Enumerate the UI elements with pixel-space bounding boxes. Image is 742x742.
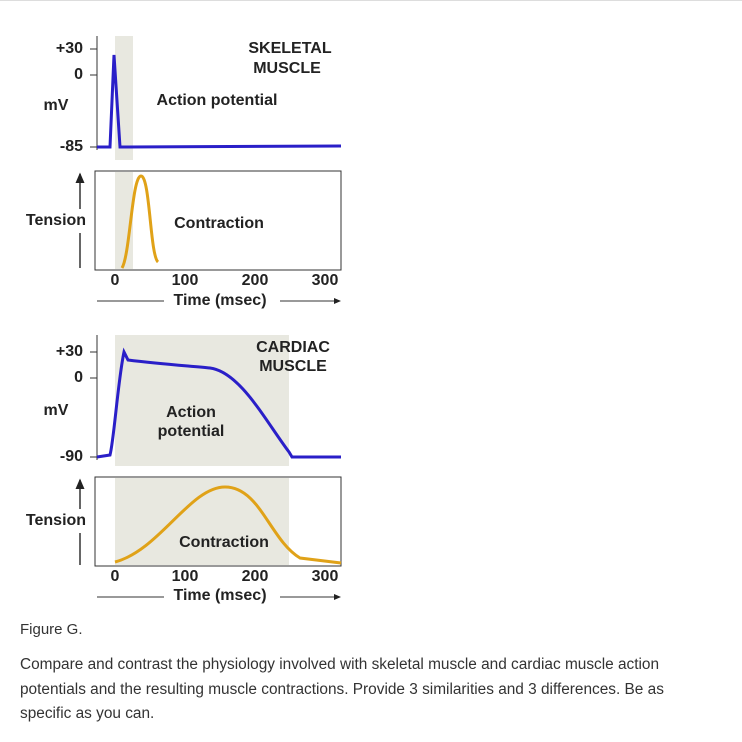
time-tick: 0 — [111, 272, 120, 289]
contraction-label: Contraction — [174, 215, 264, 232]
time-tick: 300 — [312, 272, 339, 289]
label-bg — [20, 509, 90, 533]
mv-label: mV — [44, 402, 69, 419]
divider — [0, 0, 742, 1]
ap-label: Action potential — [157, 92, 278, 109]
time-tick: 300 — [312, 568, 339, 585]
action-potential-curve — [97, 54, 342, 149]
shading — [115, 335, 289, 466]
figure: +30 0 -85 mV SKELETAL MUSCLE Action pote… — [20, 36, 342, 605]
title: SKELETAL — [248, 40, 331, 57]
time-tick: 0 — [111, 568, 120, 585]
cardiac-panel: +30 0 -90 mV CARDIAC MUSCLE Action poten… — [20, 335, 342, 604]
tension-label: Tension — [26, 512, 86, 529]
shading — [115, 478, 289, 565]
time-tick: 200 — [242, 568, 269, 585]
ap-label: potential — [158, 423, 225, 440]
time-tick: 100 — [172, 568, 199, 585]
contraction-label: Contraction — [179, 534, 269, 551]
mv-tick: 0 — [74, 369, 83, 386]
title: MUSCLE — [253, 60, 321, 77]
mv-tick: +30 — [56, 343, 83, 360]
mv-label: mV — [44, 97, 69, 114]
contraction-curve — [120, 174, 160, 269]
mv-tick: 0 — [74, 66, 83, 83]
label-bg — [20, 209, 90, 233]
action-potential-curve — [96, 347, 341, 459]
time-label: Time (msec) — [173, 292, 266, 309]
tension-box — [94, 170, 342, 271]
title: CARDIAC — [256, 339, 330, 356]
caption: Figure G. — [20, 621, 83, 638]
time-tick: 200 — [242, 272, 269, 289]
contraction-curve — [114, 485, 342, 565]
title: MUSCLE — [259, 358, 327, 375]
time-tick: 100 — [172, 272, 199, 289]
tension-label: Tension — [26, 212, 86, 229]
time-label: Time (msec) — [173, 587, 266, 604]
question: Compare and contrast the physiology invo… — [20, 656, 664, 722]
mv-tick: -90 — [60, 448, 83, 465]
mv-tick: -85 — [60, 138, 83, 155]
skeletal-panel: +30 0 -85 mV SKELETAL MUSCLE Action pote… — [20, 36, 342, 309]
ap-label: Action — [166, 404, 216, 421]
mv-tick: +30 — [56, 40, 83, 57]
